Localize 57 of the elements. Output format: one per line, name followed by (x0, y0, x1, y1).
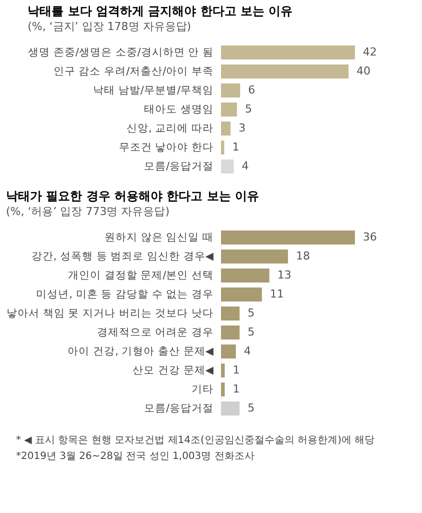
data-label: 5 (248, 306, 255, 320)
bar (221, 382, 225, 396)
y-tick-label: 개인이 결정할 문제/본인 선택 (68, 270, 214, 282)
y-tick-label: 기타 (192, 384, 214, 396)
bar (221, 140, 224, 154)
data-label: 18 (296, 250, 310, 262)
bar (221, 230, 355, 244)
y-tick-label: 아이 건강, 기형아 출산 문제◀ (68, 346, 214, 358)
bar (221, 268, 270, 282)
text: * ◀ 표시 항목은 현행 모자보건법 제14조(인공임신중절수술의 허용한계)에 해당 (16, 435, 375, 446)
y-tick-label: 강간, 성폭행 등 범죄로 임신한 경우◀ (31, 250, 214, 262)
bar (221, 84, 240, 98)
data-label: 5 (248, 326, 255, 338)
text: *2019년 3월 26~28일 전국 성인 1,003명 전화조사 (16, 451, 254, 462)
bar (221, 64, 349, 78)
data-label: 4 (242, 160, 249, 172)
data-label: 3 (238, 122, 246, 134)
y-tick-label: 낙태 남발/무분별/무책임 (93, 84, 214, 96)
bar (221, 250, 288, 264)
y-tick-label: 무조건 낳아야 한다 (118, 142, 214, 154)
y-tick-label: 원하지 않은 임신일 때 (104, 232, 214, 244)
y-tick-label: 인구 감소 우려/저출산/아이 부족 (53, 66, 214, 78)
chart-title: 낙태가 필요한 경우 허용해야 한다고 보는 이유 (6, 189, 260, 203)
bar (221, 160, 234, 174)
y-tick-label: 산모 건강 문제◀ (132, 364, 214, 376)
data-label: 11 (270, 288, 284, 300)
y-tick-label: 미성년, 미혼 등 감당할 수 없는 경우 (36, 288, 214, 300)
bar (221, 46, 355, 60)
bar (221, 326, 240, 340)
text: (%, ‘허용’ 입장 773명 자유응답) (6, 205, 170, 218)
data-label: 36 (362, 230, 377, 244)
y-tick-label: 태아도 생명임 (144, 104, 214, 116)
data-label: 42 (362, 46, 377, 58)
bar (221, 288, 262, 302)
y-tick-label: 모름/응답거절 (144, 160, 214, 172)
bar (221, 122, 231, 136)
data-label: 1 (232, 382, 240, 396)
data-label: 13 (277, 268, 292, 282)
y-tick-label: 경제적으로 어려운 경우 (96, 326, 214, 338)
data-label: 4 (244, 344, 251, 358)
data-label: 6 (248, 84, 256, 96)
bar (221, 364, 225, 378)
chart-title: 낙태를 보다 엄격하게 금지해야 한다고 보는 이유 (28, 4, 293, 18)
bar (221, 306, 240, 320)
bar (221, 402, 240, 416)
data-label: 5 (244, 102, 252, 116)
y-tick-label: 낳아서 책임 못 지거나 버리는 것보다 낫다 (6, 308, 214, 320)
data-label: 5 (248, 402, 255, 414)
y-tick-label: 신앙, 교리에 따라 (126, 122, 214, 134)
text: (%, ‘금지’ 입장 178명 자유응답) (28, 20, 192, 33)
y-tick-label: 생명 존중/생명은 소중/경시하면 안 됨 (28, 46, 214, 58)
y-tick-label: 모름/응답거절 (144, 402, 214, 414)
data-label: 40 (356, 64, 371, 78)
data-label: 1 (232, 364, 240, 376)
bar (221, 344, 236, 358)
bar (221, 102, 237, 116)
data-label: 1 (232, 140, 240, 154)
